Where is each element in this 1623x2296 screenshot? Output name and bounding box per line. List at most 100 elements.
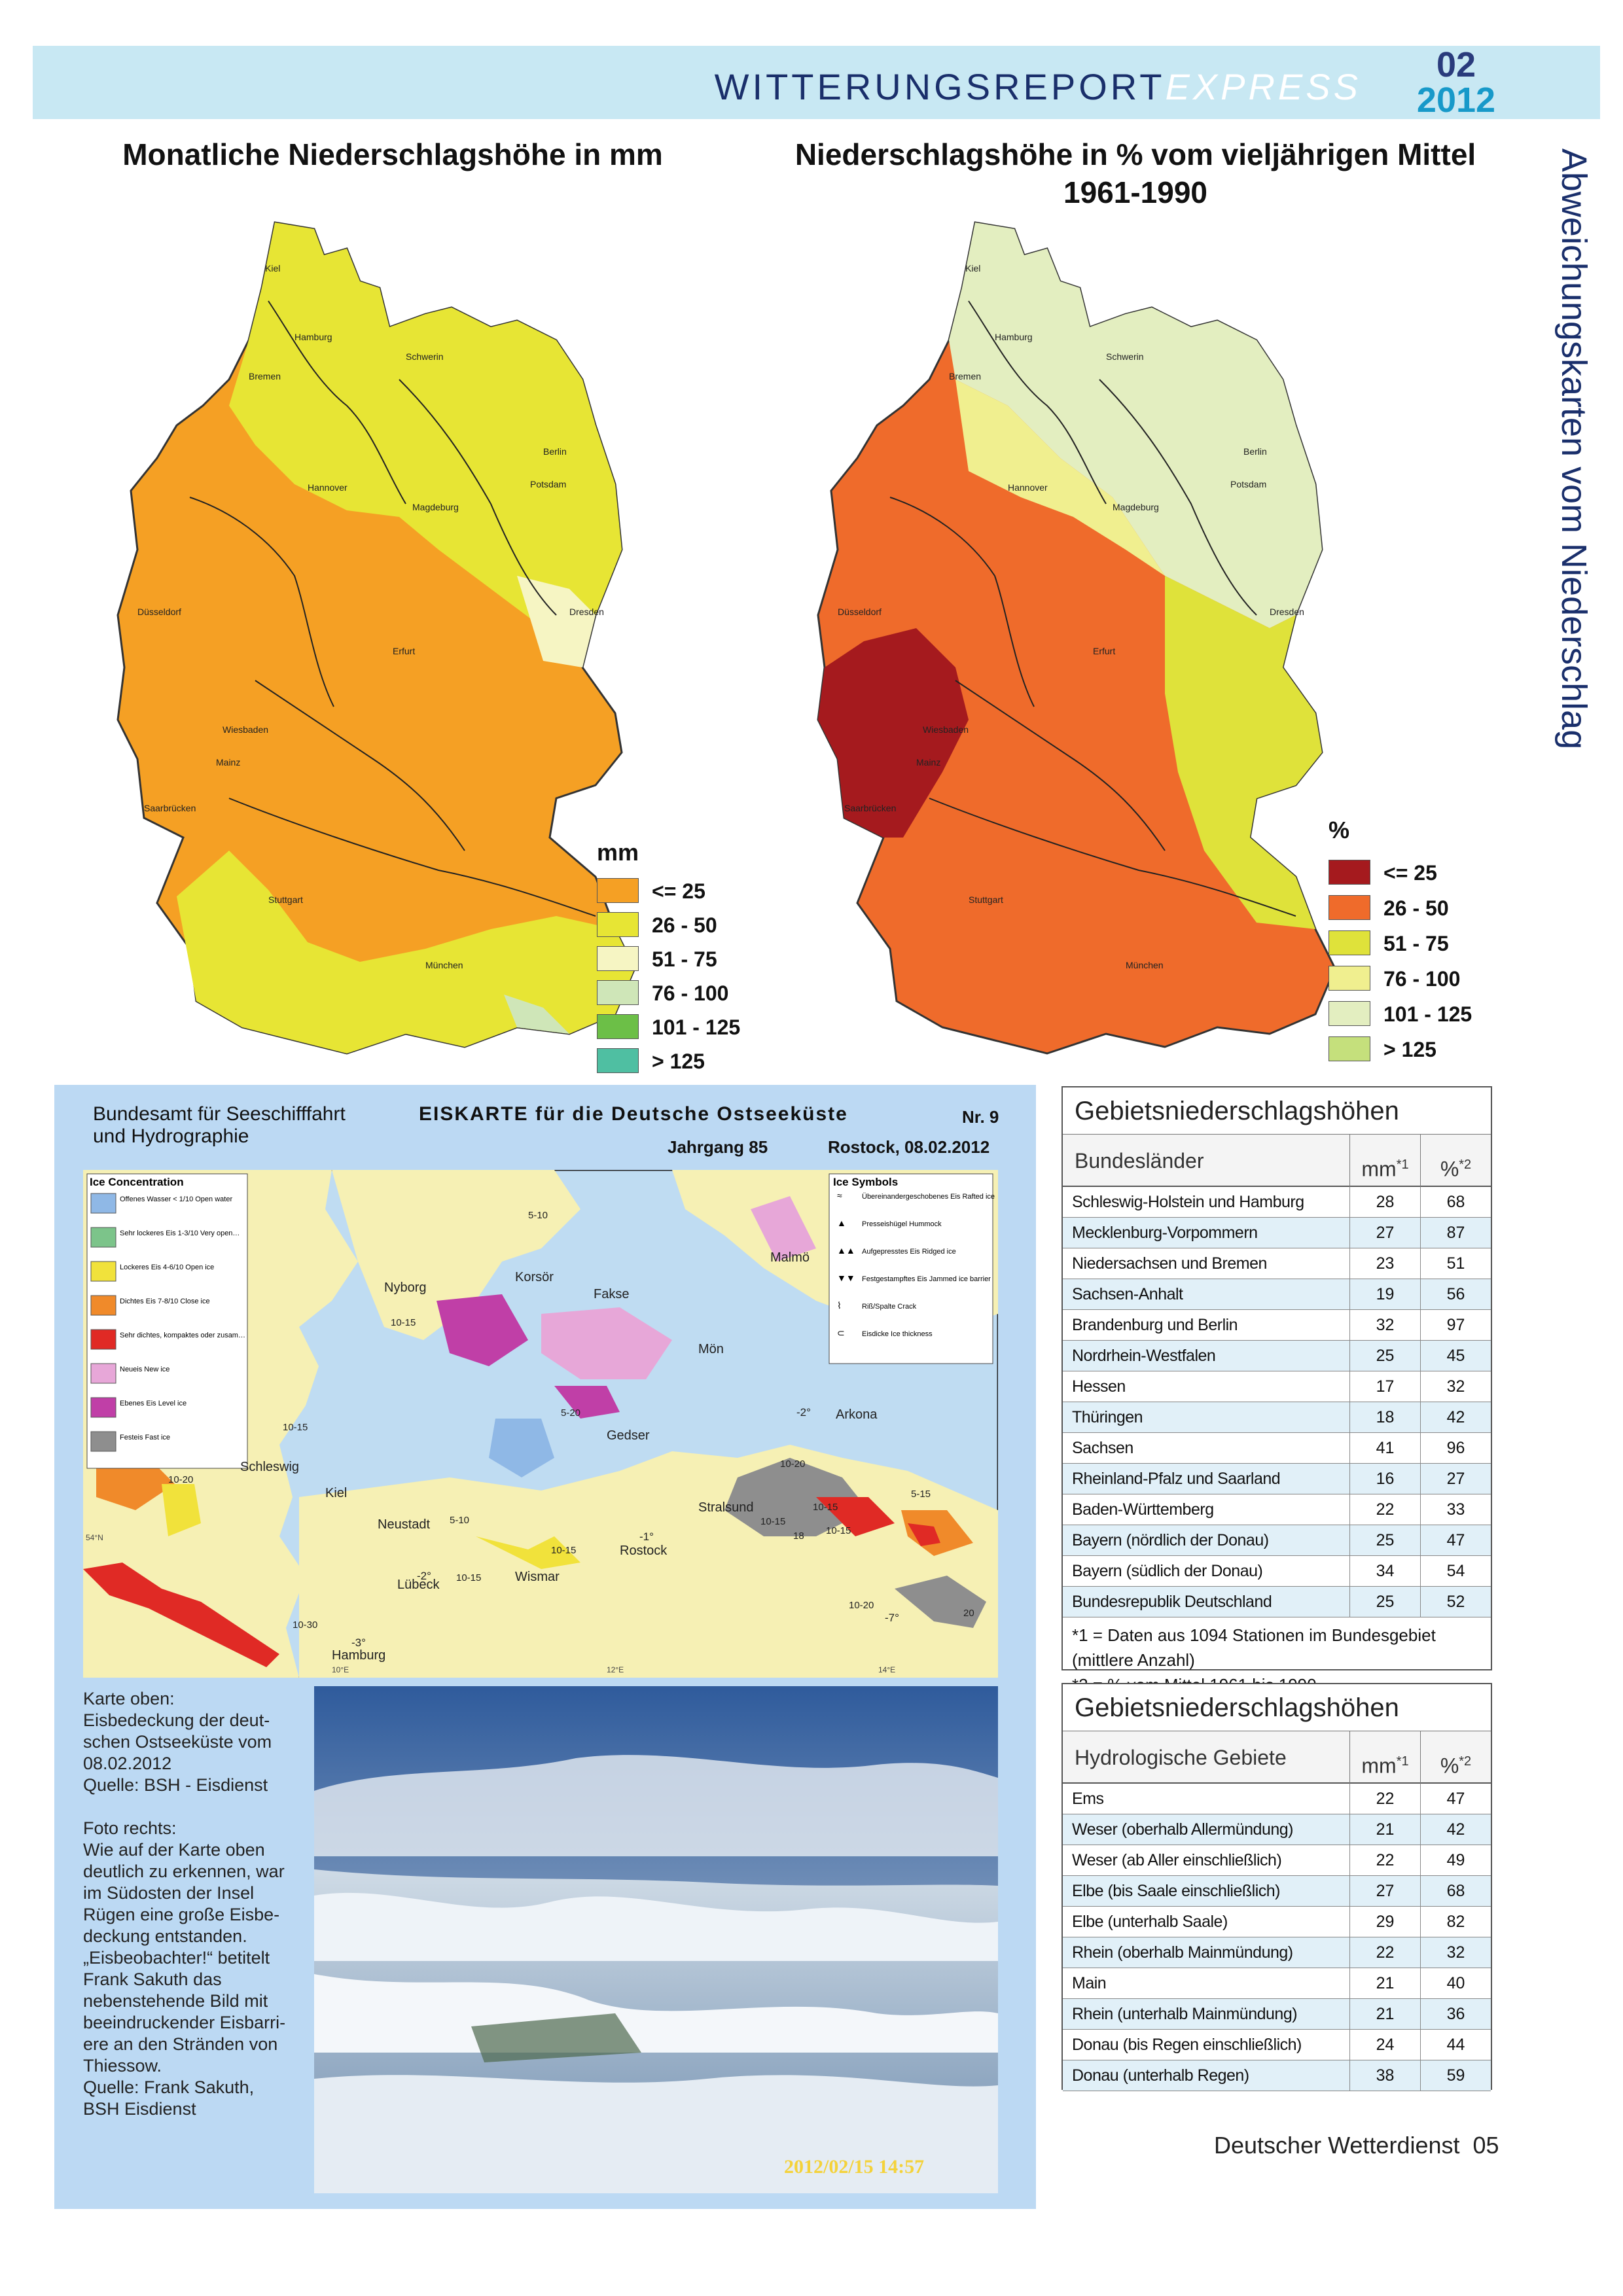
table2-row: Ems 22 47 <box>1063 1784 1491 1814</box>
ice-symbol-label: Übereinandergeschobenes Eis Rafted ice <box>862 1193 995 1201</box>
svg-text:Hamburg: Hamburg <box>995 332 1033 342</box>
svg-text:-7°: -7° <box>885 1612 899 1624</box>
table2-body: Ems 22 47 Weser (oberhalb Allermündung) 21 42… <box>1063 1784 1491 2091</box>
table1-cell: 18 <box>1349 1402 1420 1433</box>
svg-text:Korsör: Korsör <box>515 1270 554 1284</box>
table2-cell: 27 <box>1349 1876 1420 1907</box>
table1-row: Hessen 17 32 <box>1063 1371 1491 1402</box>
svg-text:Berlin: Berlin <box>543 446 567 457</box>
table1-cell: Baden-Württemberg <box>1072 1500 1214 1519</box>
table2-row: Elbe (unterhalb Saale) 29 82 <box>1063 1907 1491 1937</box>
table2-row: Rhein (unterhalb Mainmündung) 21 36 <box>1063 1999 1491 2030</box>
ice-axis-labels: 10°E 12°E 14°E 54°N <box>86 1533 895 1674</box>
table1-cell: 41 <box>1349 1433 1420 1464</box>
svg-text:10-15: 10-15 <box>456 1572 481 1583</box>
ice-legend-label: Lockeres Eis 4-6/10 Open ice <box>120 1263 214 1271</box>
page-footer: Deutscher Wetterdienst 05 <box>1214 2132 1499 2159</box>
table2-row: Main 21 40 <box>1063 1968 1491 1999</box>
table2-cell: Main <box>1072 1974 1107 1992</box>
svg-text:Gedser: Gedser <box>607 1428 650 1443</box>
table1-cell: Thüringen <box>1072 1408 1143 1426</box>
table2-row: Weser (ab Aller einschließlich) 22 49 <box>1063 1845 1491 1876</box>
ice-map-jahrgang: Jahrgang 85 <box>668 1137 768 1157</box>
svg-text:Berlin: Berlin <box>1243 446 1267 457</box>
table2-cell: Donau (unterhalb Regen) <box>1072 2066 1249 2085</box>
table2-row: Rhein (oberhalb Mainmündung) 22 32 <box>1063 1937 1491 1968</box>
table1-cell: Sachsen-Anhalt <box>1072 1285 1183 1303</box>
table1-cell: Rheinland-Pfalz und Saarland <box>1072 1470 1281 1488</box>
svg-text:10-20: 10-20 <box>168 1474 193 1485</box>
svg-text:10-20: 10-20 <box>849 1600 874 1611</box>
left-legend-title: mm <box>597 839 639 866</box>
ice-symbol-icon: ▼▼ <box>837 1273 855 1283</box>
table1-row: Thüringen 18 42 <box>1063 1402 1491 1433</box>
right-legend-title: % <box>1329 817 1350 843</box>
ice-thickness-labels: 5-10 10-15 5-20 10-15 10-20 10-20 5-10 1… <box>168 1210 974 1631</box>
left-legend-swatch <box>597 946 639 971</box>
svg-text:Saarbrücken: Saarbrücken <box>144 803 196 813</box>
svg-text:Hannover: Hannover <box>1008 482 1048 493</box>
table1-cell: Hessen <box>1072 1377 1126 1396</box>
table2-cell: Rhein (oberhalb Mainmündung) <box>1072 1943 1293 1962</box>
precip-mm-map: Kiel Hamburg Schwerin Bremen Berlin Pots… <box>116 221 636 1055</box>
table1-cell: Brandenburg und Berlin <box>1072 1316 1238 1334</box>
ice-map-number: Nr. 9 <box>962 1107 999 1127</box>
table2-cell: Donau (bis Regen einschließlich) <box>1072 2036 1302 2054</box>
svg-text:Stuttgart: Stuttgart <box>969 894 1003 905</box>
table1-cell: 52 <box>1420 1587 1491 1617</box>
right-legend-swatch <box>1329 930 1370 955</box>
table1-row: Schleswig-Holstein und Hamburg 28 68 <box>1063 1187 1491 1218</box>
svg-text:Hamburg: Hamburg <box>332 1648 385 1663</box>
ice-legend-swatch <box>90 1227 116 1248</box>
svg-text:Lübeck: Lübeck <box>397 1578 440 1592</box>
table1-cell: 33 <box>1420 1494 1491 1525</box>
svg-text:10-20: 10-20 <box>780 1458 805 1470</box>
issue-number: 02 <box>1436 45 1476 84</box>
right-legend-label: 76 - 100 <box>1383 967 1461 991</box>
svg-text:Magdeburg: Magdeburg <box>1113 502 1159 512</box>
table1-cell: Nordrhein-Westfalen <box>1072 1347 1216 1365</box>
right-legend-swatch <box>1329 1001 1370 1026</box>
table2-cell: 32 <box>1420 1937 1491 1968</box>
ice-legend-swatch <box>90 1329 116 1350</box>
table1-cell: Sachsen <box>1072 1439 1133 1457</box>
table1-cell: 19 <box>1349 1279 1420 1310</box>
right-legend-label: 26 - 50 <box>1383 896 1449 920</box>
right-legend-swatch <box>1329 1036 1370 1061</box>
svg-text:München: München <box>425 960 463 970</box>
table1-cell: 17 <box>1349 1371 1420 1402</box>
table2-row: Weser (oberhalb Allermündung) 21 42 <box>1063 1814 1491 1845</box>
ice-legend-label: Offenes Wasser < 1/10 Open water <box>120 1195 232 1203</box>
ice-legend-swatch <box>90 1261 116 1282</box>
table1-cell: Niedersachsen und Bremen <box>1072 1254 1267 1273</box>
svg-text:Stuttgart: Stuttgart <box>268 894 303 905</box>
table1-row: Sachsen 41 96 <box>1063 1433 1491 1464</box>
ice-symbol-label: Festgestampftes Eis Jammed ice barrier <box>862 1275 991 1283</box>
issue-badge: 02 2012 <box>1414 47 1499 118</box>
table1-cell: 97 <box>1420 1310 1491 1341</box>
table2-cell: 47 <box>1420 1784 1491 1814</box>
right-legend-label: <= 25 <box>1383 861 1437 885</box>
table2-row: Elbe (bis Saale einschließlich) 27 68 <box>1063 1876 1491 1907</box>
table1-cell: 56 <box>1420 1279 1491 1310</box>
ice-legend-title: Ice Concentration <box>90 1176 184 1188</box>
svg-text:Düsseldorf: Düsseldorf <box>838 607 882 617</box>
ice-legend-label: Sehr lockeres Eis 1-3/10 Very open… <box>120 1229 240 1237</box>
ice-symbol-icon: ⊂ <box>837 1328 845 1338</box>
ice-symbols-items: Übereinandergeschobenes Eis Rafted ice ≈ P… <box>837 1190 995 1338</box>
svg-text:5-20: 5-20 <box>561 1407 580 1419</box>
svg-text:12°E: 12°E <box>607 1665 624 1674</box>
left-map-cities: Kiel Hamburg Schwerin Bremen Berlin Pots… <box>137 263 604 970</box>
left-legend-swatch <box>597 878 639 903</box>
left-legend-label: 26 - 50 <box>652 913 717 937</box>
brand-title: WITTERUNGSREPORTEXPRESS <box>714 66 1361 107</box>
table2-cell: 68 <box>1420 1876 1491 1907</box>
left-legend-label: 101 - 125 <box>652 1016 741 1039</box>
svg-text:5-10: 5-10 <box>528 1210 548 1221</box>
ice-chart: Ice Concentration Offenes Wasser < 1/10 … <box>83 1170 998 1678</box>
svg-text:Kiel: Kiel <box>265 263 280 274</box>
table2-row: Donau (unterhalb Regen) 38 59 <box>1063 2060 1491 2091</box>
table1-cell: 68 <box>1420 1187 1491 1218</box>
table1-cell: 16 <box>1349 1464 1420 1494</box>
right-legend-swatch <box>1329 966 1370 991</box>
